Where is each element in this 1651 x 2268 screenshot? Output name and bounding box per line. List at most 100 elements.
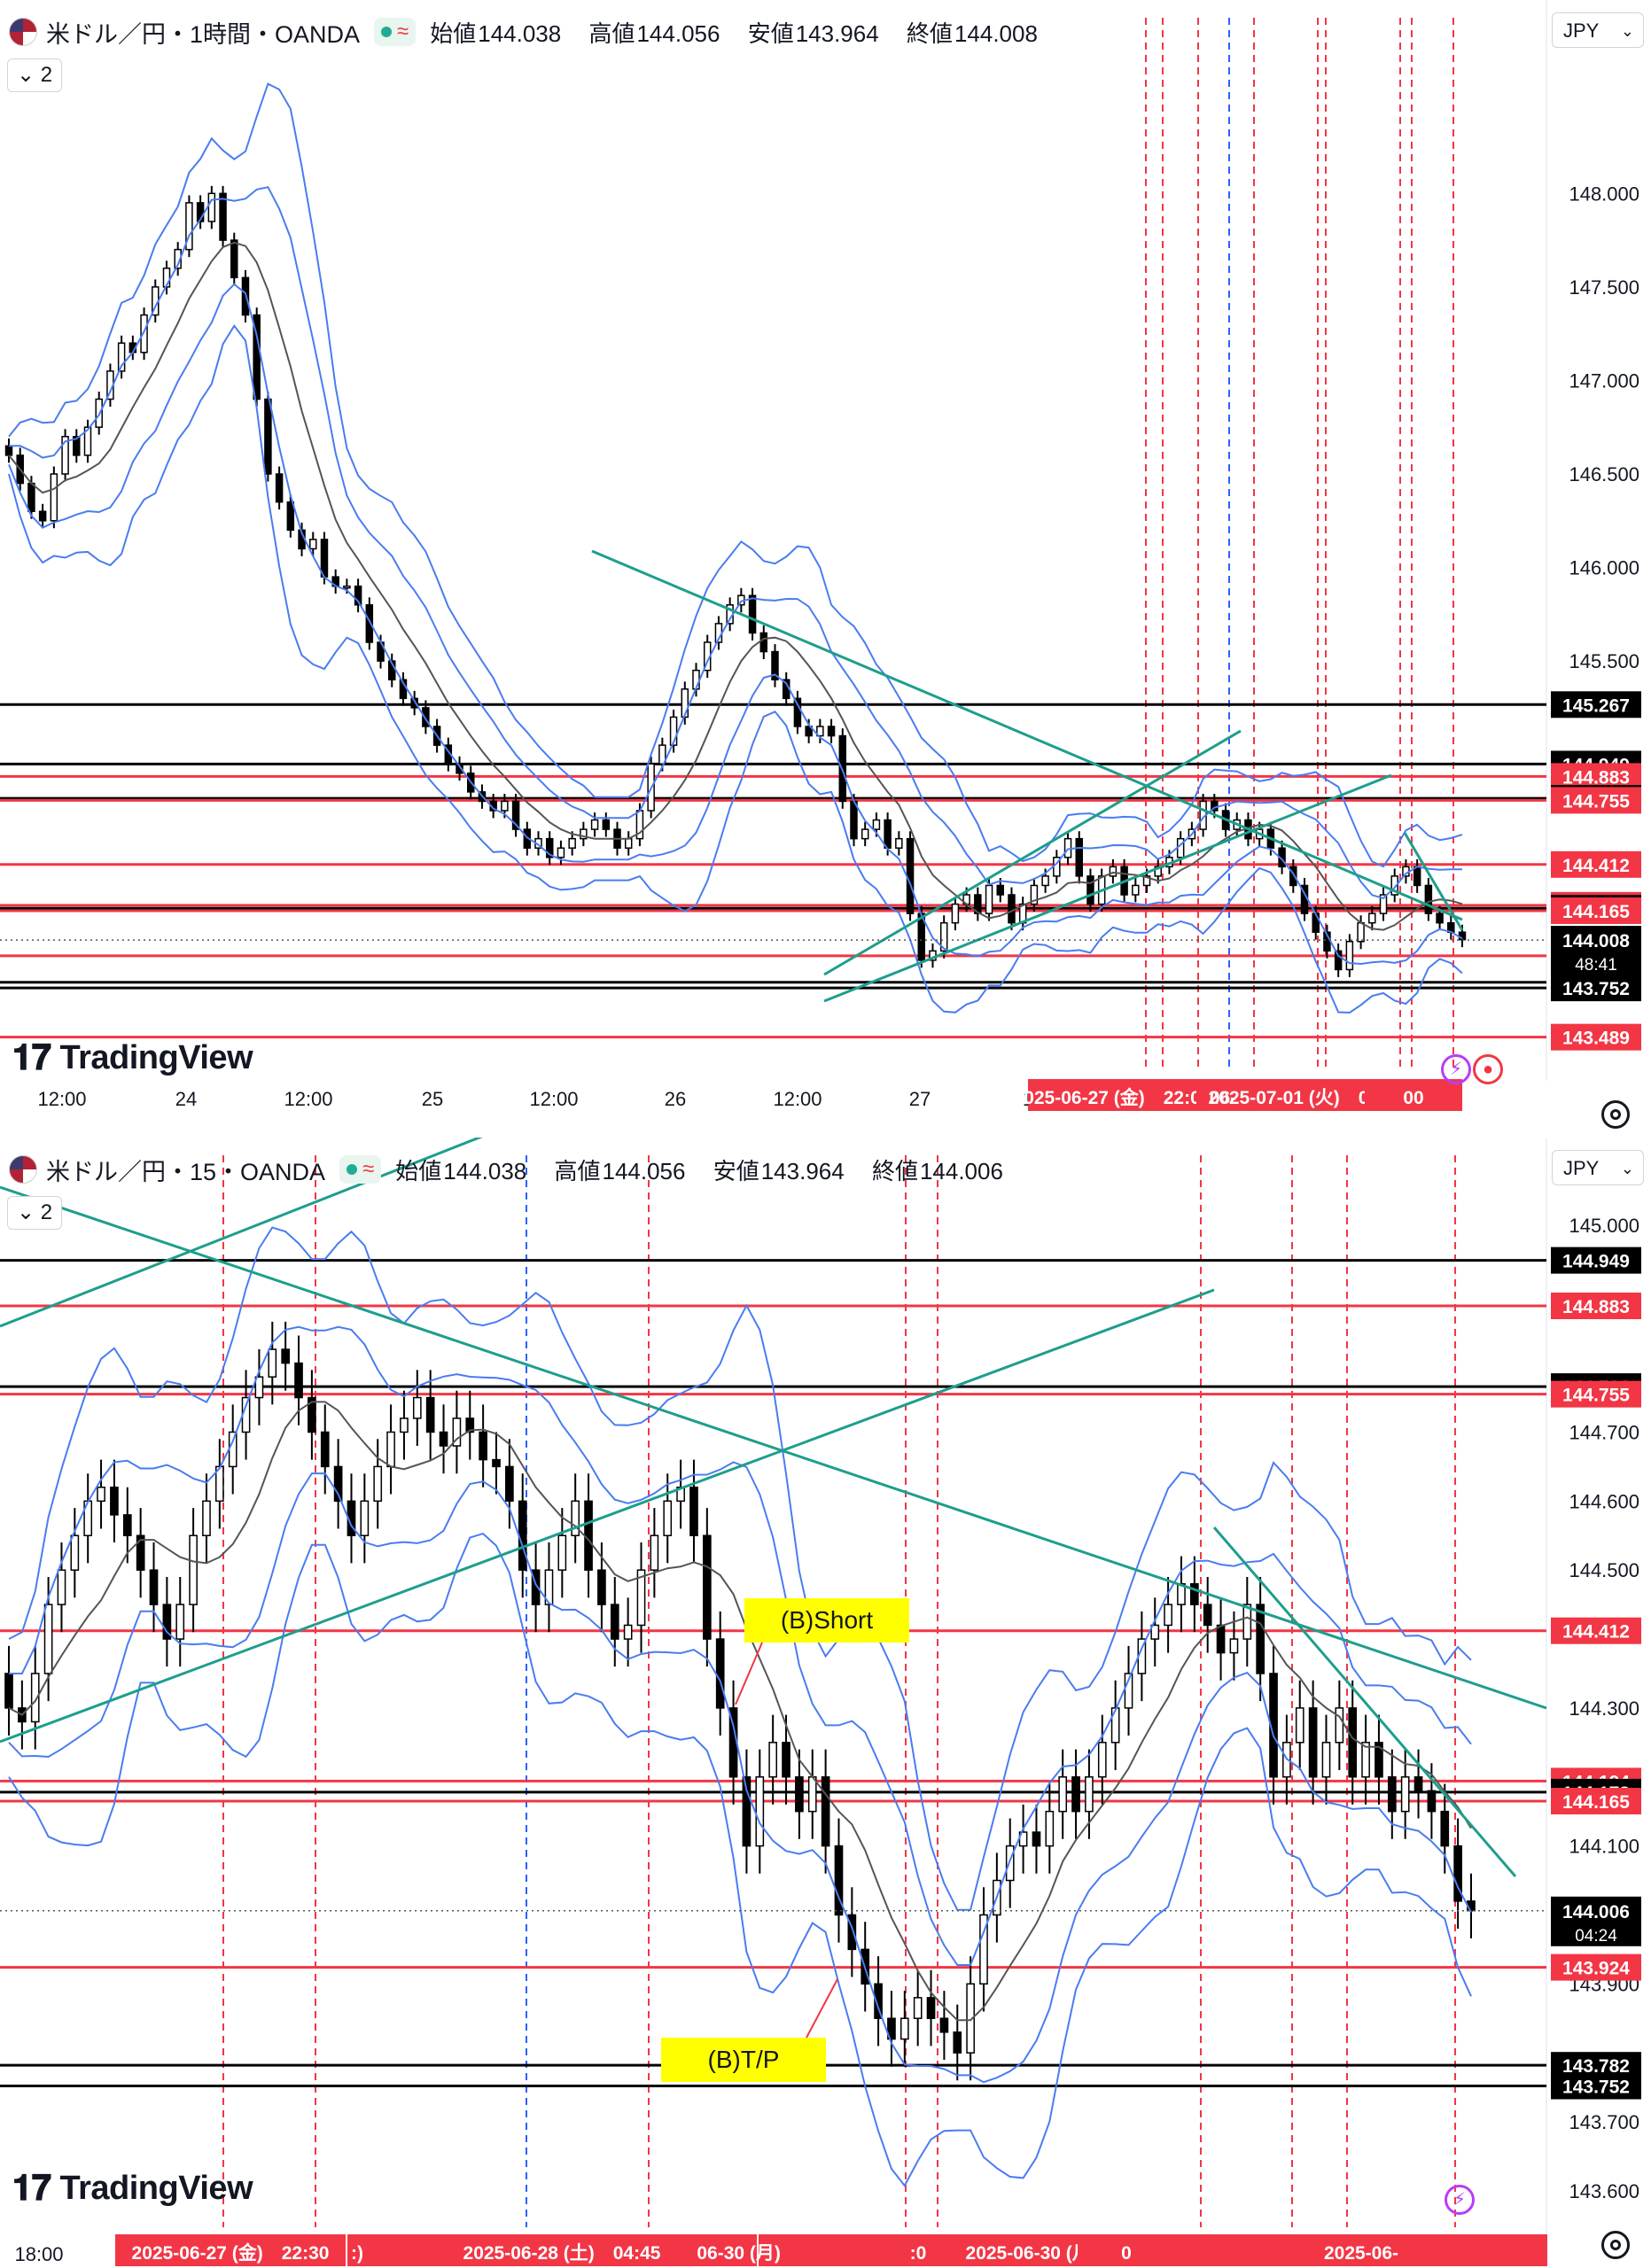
candle-body <box>602 819 611 830</box>
candle-body <box>1164 1604 1172 1627</box>
candle-body <box>343 585 351 589</box>
candle-body <box>309 539 317 550</box>
candle-body <box>795 1775 804 1813</box>
symbol-title[interactable]: 米ドル／円・15・OANDA <box>46 1158 326 1185</box>
candle-body <box>365 604 374 643</box>
price-label-box <box>1551 1380 1641 1408</box>
candle-body <box>185 202 193 251</box>
bollinger-upper-band <box>9 186 1463 900</box>
candle-body <box>1071 1775 1080 1813</box>
current-price-box <box>1551 926 1641 976</box>
candle-body <box>531 1569 541 1605</box>
candle-body <box>373 1465 383 1503</box>
candle-body <box>1110 1707 1120 1744</box>
currency-select[interactable]: JPY ⌄ <box>1552 12 1644 48</box>
candle-body <box>219 192 227 241</box>
candle-body <box>30 1673 40 1723</box>
candle-body <box>557 1534 567 1571</box>
candle-body <box>1132 884 1140 896</box>
date-marker-label: :) <box>351 2243 363 2264</box>
date-marker-label: 2025-06-27 (金) 22:30 <box>132 2242 330 2264</box>
y-tick-label: 144.100 <box>1569 1836 1639 1858</box>
y-tick-label: 147.500 <box>1569 276 1639 299</box>
price-label-box <box>1551 1293 1641 1320</box>
candle-body <box>827 726 836 737</box>
candle-body <box>650 1534 659 1571</box>
indicator-collapse-button[interactable]: ⌄ 2 <box>7 1196 63 1230</box>
trend-line <box>0 1185 1547 1710</box>
symbol-title[interactable]: 米ドル／円・1時間・OANDA <box>46 20 361 48</box>
candle-body <box>1216 1624 1226 1654</box>
price-label: 143.752 <box>1562 979 1630 999</box>
candle-body <box>1124 1673 1133 1709</box>
trend-line <box>823 773 1392 1003</box>
price-label: 143.782 <box>1562 2056 1630 2077</box>
settings-gear-icon[interactable] <box>1601 1100 1630 1129</box>
flash-icon[interactable]: ⚡ <box>1441 1054 1471 1084</box>
candle-body <box>748 594 757 634</box>
trend-line <box>591 549 1463 921</box>
market-status[interactable]: ≈ <box>374 18 417 46</box>
candle-body <box>1295 1707 1304 1744</box>
chart-panel-15m[interactable]: 145.000 144.700 144.600 144.500 144.300 144.1… <box>0 1138 1651 2268</box>
date-marker-label: 2025-06- <box>1324 2243 1398 2264</box>
chart-canvas-1h[interactable]: 148.000 147.500 147.000 146.500 146.000 145.5… <box>0 0 1651 1138</box>
tradingview-logo[interactable]: 𝟏𝟕 TradingView <box>12 2169 253 2208</box>
candle-body <box>38 510 47 522</box>
candle-body <box>412 1396 422 1419</box>
chart-canvas-15m[interactable]: 145.000 144.700 144.600 144.500 144.300 144.1… <box>0 1138 1651 2268</box>
date-marker-box <box>347 2234 367 2266</box>
y-tick-label: 144.500 <box>1569 1559 1639 1581</box>
candle-body <box>636 1569 646 1627</box>
date-marker-box <box>1175 2234 1547 2266</box>
candle-body <box>400 1418 409 1433</box>
settings-gear-icon[interactable] <box>1601 2231 1630 2259</box>
price-label: 144.949 <box>1562 1252 1630 1272</box>
candle-body <box>584 1500 593 1571</box>
candle-body <box>1176 837 1185 858</box>
candle-body <box>1413 866 1421 887</box>
candle-body <box>1357 921 1365 943</box>
chevron-down-icon: ⌄ <box>17 1200 35 1224</box>
price-label: 144.412 <box>1562 1622 1630 1643</box>
candle-body <box>624 837 633 849</box>
candle-body <box>354 585 362 606</box>
candle-body <box>1387 1775 1397 1813</box>
candle-body <box>874 1983 883 2019</box>
candle-body <box>807 1775 817 1813</box>
candle-body <box>805 726 813 737</box>
indicator-collapse-button[interactable]: ⌄ 2 <box>7 58 63 92</box>
chart-panel-1h[interactable]: 148.000 147.500 147.000 146.500 146.000 145.5… <box>0 0 1651 1138</box>
candle-body <box>61 436 69 475</box>
price-label: 143.752 <box>1562 2078 1630 2098</box>
trend-line <box>1212 1526 1517 1877</box>
annotation-tp: (B)T/P <box>708 2046 780 2073</box>
market-status[interactable]: ≈ <box>339 1155 382 1184</box>
candle-body <box>966 1983 975 2054</box>
currency-select[interactable]: JPY ⌄ <box>1552 1150 1644 1185</box>
y-tick-label: 144.300 <box>1569 1697 1639 1720</box>
annotation-box <box>661 2038 826 2082</box>
tradingview-logo[interactable]: 𝟏𝟕 TradingView <box>12 1038 253 1077</box>
candle-body <box>872 819 881 830</box>
price-label-box <box>1551 1617 1641 1644</box>
candle-body <box>580 828 588 840</box>
candle-body <box>939 2017 949 2033</box>
flash-icon[interactable]: ⚡ <box>1445 2185 1475 2215</box>
candle-body <box>755 1775 765 1847</box>
candle-body <box>557 847 565 858</box>
price-label-box <box>1551 1953 1641 1981</box>
record-icon[interactable]: ● <box>1473 1054 1503 1084</box>
ohlc-values: 始値144.038 高値144.056 安値143.964 終値144.006 <box>395 1157 1003 1184</box>
candle-body <box>926 1997 936 2019</box>
y-tick-label: 147.000 <box>1569 369 1639 392</box>
candle-body <box>492 1458 501 1468</box>
y-tick-label: 145.000 <box>1569 1215 1639 1237</box>
y-tick-label: 146.000 <box>1569 557 1639 579</box>
candle-body <box>689 1487 698 1537</box>
candle-body <box>136 1534 145 1571</box>
candle-body <box>50 473 58 522</box>
x-tick-label: 18:00 <box>14 2243 63 2265</box>
bollinger-lower-band <box>8 324 1463 1014</box>
candle-body <box>1289 866 1297 887</box>
